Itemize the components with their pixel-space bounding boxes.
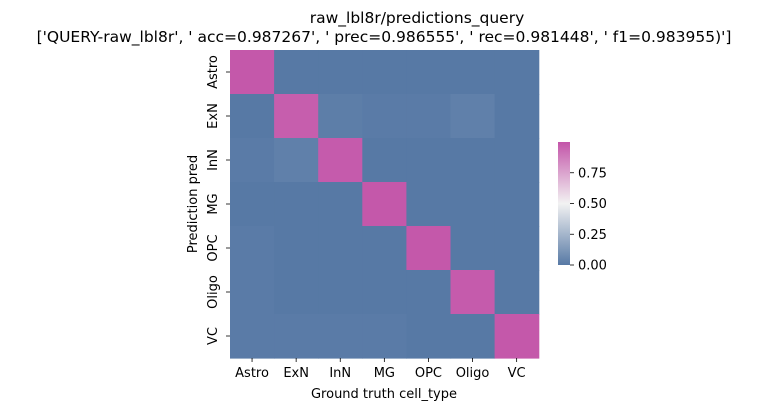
heatmap-cell-InN-InN (318, 138, 363, 183)
x-tick-label-OPC: OPC (415, 366, 442, 381)
heatmap-cell-ExN-InN (318, 94, 363, 139)
heatmap-cell-MG-ExN (274, 182, 319, 227)
heatmap-cell-InN-VC (494, 138, 540, 183)
colorbar (558, 142, 570, 265)
colorbar-ticks: 0.00 0.25 0.50 0.75 (570, 166, 607, 274)
y-tick-label-Oligo: Oligo (206, 275, 221, 309)
y-tick-label-OPC: OPC (206, 234, 221, 261)
y-tick-label-VC: VC (206, 327, 221, 345)
heatmap-cell-VC-VC (494, 314, 540, 359)
x-tick-label-InN: InN (329, 366, 351, 381)
heatmap-cell-OPC-InN (318, 226, 363, 271)
heatmap-cell-VC-MG (362, 314, 407, 359)
heatmap-cell-Astro-InN (318, 50, 363, 95)
heatmap-cell-Astro-Astro (230, 50, 275, 95)
heatmap-cell-MG-Astro (230, 182, 275, 227)
colorbar-tick-label: 0.50 (578, 197, 607, 212)
heatmap-cell-VC-OPC (406, 314, 452, 359)
colorbar-tick-label: 0.25 (578, 228, 607, 243)
heatmap-cell-Oligo-MG (362, 270, 407, 315)
heatmap-cell-OPC-Astro (230, 226, 275, 271)
heatmap-cell-VC-Oligo (450, 314, 496, 359)
heatmap-cell-Astro-OPC (406, 50, 452, 95)
heatmap-cell-InN-MG (362, 138, 407, 183)
heatmap-cell-Astro-VC (494, 50, 540, 95)
x-tick-label-MG: MG (374, 366, 395, 381)
heatmap-cell-OPC-Oligo (450, 226, 496, 271)
heatmap-cell-VC-InN (318, 314, 363, 359)
heatmap-cell-MG-Oligo (450, 182, 496, 227)
heatmap-cell-OPC-ExN (274, 226, 319, 271)
heatmap-cell-Oligo-VC (494, 270, 540, 315)
colorbar-tick-label: 0.75 (578, 166, 607, 181)
heatmap-cell-ExN-Oligo (450, 94, 496, 139)
x-tick-label-VC: VC (508, 366, 526, 381)
heatmap-cell-MG-MG (362, 182, 407, 227)
x-tick-labels: Astro ExN InN MG OPC Oligo VC (235, 358, 526, 381)
heatmap-cell-ExN-VC (494, 94, 540, 139)
heatmap-cell-Oligo-Oligo (450, 270, 496, 315)
heatmap-cell-Astro-ExN (274, 50, 319, 95)
x-tick-label-ExN: ExN (283, 366, 309, 381)
heatmap-cell-InN-OPC (406, 138, 452, 183)
heatmap-cell-OPC-VC (494, 226, 540, 271)
heatmap-cell-InN-Astro (230, 138, 275, 183)
heatmap-cell-OPC-MG (362, 226, 407, 271)
y-tick-label-ExN: ExN (206, 103, 221, 129)
chart-subtitle: ['QUERY-raw_lbl8r', ' acc=0.987267', ' p… (37, 28, 732, 47)
heatmap-cell-Astro-Oligo (450, 50, 496, 95)
heatmap-cell-InN-Oligo (450, 138, 496, 183)
chart-title: raw_lbl8r/predictions_query (310, 9, 525, 28)
heatmap-cell-Oligo-ExN (274, 270, 319, 315)
heatmap-cell-VC-Astro (230, 314, 275, 359)
y-tick-labels: Astro ExN InN MG OPC Oligo VC (206, 55, 230, 345)
x-tick-label-Astro: Astro (235, 366, 269, 381)
heatmap-cell-Astro-MG (362, 50, 407, 95)
y-tick-label-Astro: Astro (206, 55, 221, 89)
heatmap-cell-Oligo-Astro (230, 270, 275, 315)
y-axis-label: Prediction pred (186, 155, 201, 253)
x-tick-label-Oligo: Oligo (456, 366, 490, 381)
y-tick-label-MG: MG (206, 193, 221, 214)
heatmap-cell-ExN-MG (362, 94, 407, 139)
heatmap-cell-MG-OPC (406, 182, 452, 227)
heatmap-cell-ExN-OPC (406, 94, 452, 139)
heatmap-cell-ExN-ExN (274, 94, 319, 139)
y-tick-label-InN: InN (206, 149, 221, 171)
heatmap-cell-VC-ExN (274, 314, 319, 359)
heatmap-cell-Oligo-OPC (406, 270, 452, 315)
heatmap-cell-InN-ExN (274, 138, 319, 183)
heatmap-cell-MG-VC (494, 182, 540, 227)
x-axis-label: Ground truth cell_type (311, 387, 457, 402)
heatmap-cell-ExN-Astro (230, 94, 275, 139)
heatmap-cell-OPC-OPC (406, 226, 452, 271)
colorbar-tick-label: 0.00 (578, 259, 607, 274)
heatmap-cells (230, 50, 540, 359)
heatmap-cell-Oligo-InN (318, 270, 363, 315)
heatmap-cell-MG-InN (318, 182, 363, 227)
